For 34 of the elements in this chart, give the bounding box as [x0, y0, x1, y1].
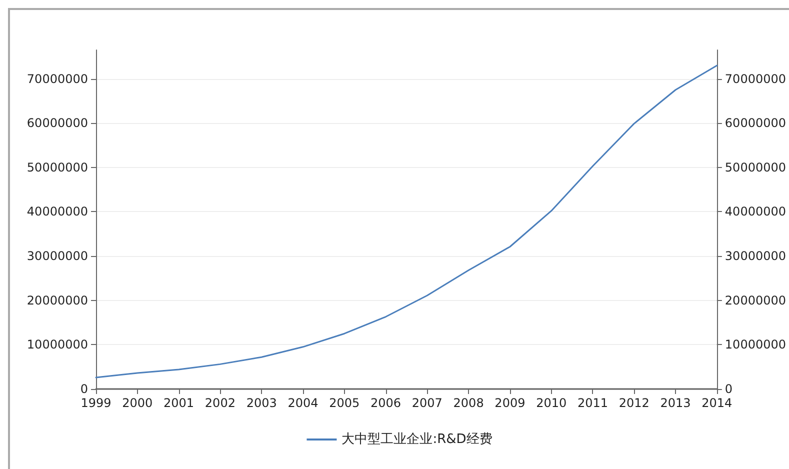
- x-tick-label: 2009: [494, 396, 526, 410]
- x-tick-label: 2007: [412, 396, 442, 410]
- y-tick-label: 10000000: [26, 338, 88, 352]
- x-tick-label: 2014: [702, 396, 732, 410]
- x-tick-label: 2001: [164, 396, 194, 410]
- y-tick-label: 0: [80, 382, 88, 396]
- line-series: [95, 64, 718, 378]
- y2-tick-label: 0: [724, 382, 733, 396]
- x-tick-label: 2006: [370, 396, 402, 410]
- x-tick-label: 2010: [536, 396, 567, 410]
- y-tick-label: 20000000: [26, 293, 88, 308]
- y2-tick-label: 70000000: [724, 72, 786, 86]
- x-tick-label: 2012: [618, 396, 650, 410]
- x-tick-label: 2003: [246, 396, 277, 410]
- x-tick-label: 2011: [577, 396, 608, 410]
- y2-tick-label: 20000000: [724, 293, 786, 308]
- x-tick-label: 1999: [80, 396, 112, 410]
- y-tick-label: 60000000: [26, 116, 88, 130]
- y2-tick-label: 50000000: [724, 160, 786, 174]
- y2-tick-label: 30000000: [724, 249, 786, 264]
- y-tick-label: 30000000: [26, 249, 88, 264]
- y2-tick-label: 10000000: [724, 338, 786, 352]
- y2-tick-label: 60000000: [724, 116, 786, 130]
- x-tick-label: 2002: [204, 396, 236, 410]
- y-tick-label: 50000000: [26, 160, 88, 174]
- x-tick-label: 2004: [288, 396, 318, 410]
- y2-tick-label: 40000000: [724, 204, 786, 219]
- x-tick-label: 2000: [122, 396, 153, 410]
- legend-label: 大中型工业企业:R&D经费: [342, 432, 492, 447]
- y-tick-label: 40000000: [26, 204, 88, 219]
- y-tick-label: 70000000: [26, 72, 88, 86]
- x-tick-label: 2005: [329, 396, 360, 410]
- x-tick-label: 2013: [660, 396, 691, 410]
- x-tick-label: 2008: [453, 396, 484, 410]
